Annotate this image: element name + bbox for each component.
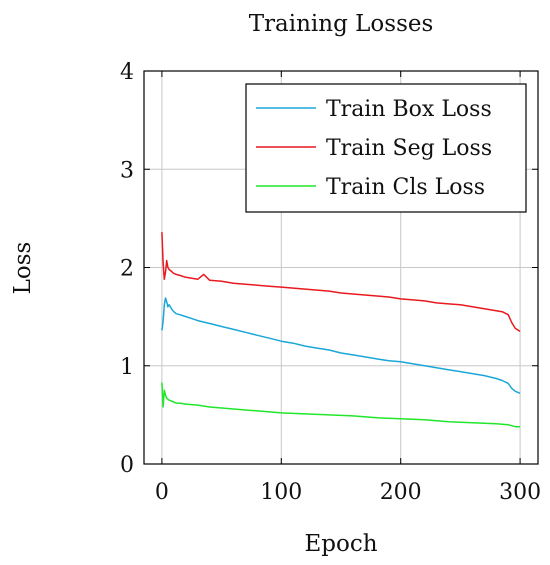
series-line-train-seg-loss: [161, 232, 521, 333]
series-line-train-box-loss: [161, 297, 521, 394]
x-tick-label: 0: [155, 480, 169, 505]
x-axis-label: Epoch: [304, 531, 377, 557]
series-line-train-cls-loss: [161, 382, 521, 428]
axis-ticks: 0 100 200 300 0 1 2 3 4: [120, 60, 541, 505]
legend: Train Box Loss Train Seg Loss Train Cls Lo…: [245, 83, 527, 213]
legend-label: Train Seg Loss: [326, 136, 492, 161]
legend-box: [245, 83, 527, 213]
x-tick-label: 100: [260, 480, 302, 505]
chart-title: Training Losses: [249, 11, 434, 37]
y-tick-label: 3: [120, 158, 134, 183]
legend-label: Train Cls Loss: [326, 175, 485, 200]
legend-label: Train Box Loss: [326, 97, 492, 122]
y-tick-label: 1: [120, 355, 134, 380]
y-tick-label: 2: [120, 257, 134, 282]
y-axis-label: Loss: [10, 242, 36, 295]
plot-area: [161, 232, 521, 428]
y-tick-label: 0: [120, 453, 134, 478]
y-tick-label: 4: [120, 60, 134, 85]
x-tick-label: 300: [499, 480, 541, 505]
x-tick-label: 200: [380, 480, 422, 505]
